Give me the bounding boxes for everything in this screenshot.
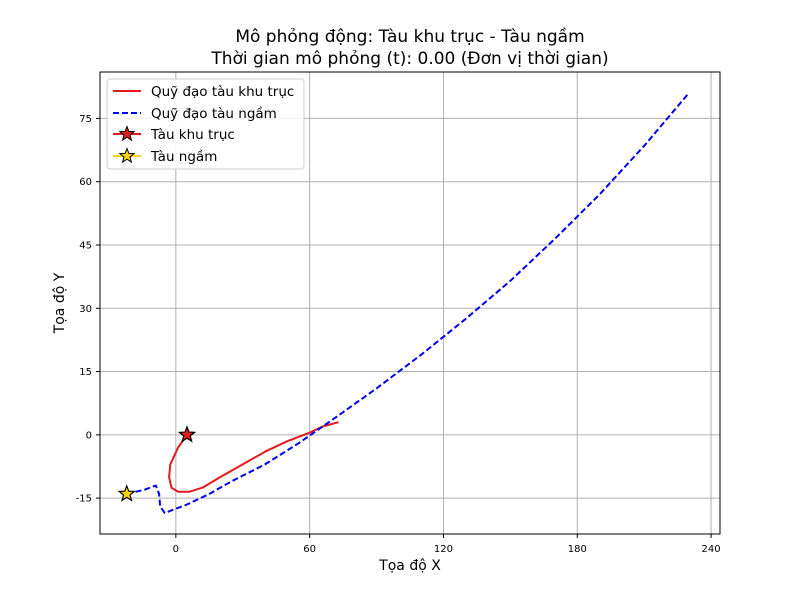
y-tick-label: 15 [79, 367, 92, 378]
legend-label-destroyer-path: Quỹ đạo tàu khu trục [151, 84, 294, 100]
plot-frame [99, 71, 721, 535]
y-tick-label: 75 [79, 114, 92, 125]
marker-layer [117, 425, 197, 502]
legend-label-submarine: Tàu ngầm [150, 149, 217, 165]
y-tick-label: -15 [76, 494, 92, 505]
x-tick-label: 240 [702, 544, 721, 555]
x-tick-label: 180 [568, 544, 587, 555]
x-tick-label: 0 [173, 544, 179, 555]
y-tick-label: 60 [79, 177, 92, 188]
y-axis-ticks: -15 0 15 30 45 60 75 [76, 114, 100, 505]
x-tick-label: 120 [434, 544, 453, 555]
y-axis-label: Tọa độ Y [52, 272, 68, 334]
x-tick-label: 60 [303, 544, 316, 555]
destroyer-star-marker [177, 425, 197, 443]
submarine-star-marker [117, 484, 136, 502]
legend-label-submarine-path: Quỹ đạo tàu ngầm [151, 106, 277, 122]
legend-star-destroyer-icon [118, 125, 136, 142]
x-axis-ticks: 0 60 120 180 240 [173, 534, 721, 555]
legend: Quỹ đạo tàu khu trục Quỹ đạo tàu ngầm Tà… [106, 78, 305, 170]
chart-title: Mô phỏng động: Tàu khu trục - Tàu ngầm [235, 26, 584, 47]
y-tick-label: 45 [79, 240, 92, 251]
x-axis-label: Tọa độ X [378, 558, 441, 574]
destroyer-path-line [168, 421, 339, 493]
grid [100, 72, 720, 534]
submarine-path-line [126, 92, 690, 514]
legend-box [106, 78, 305, 170]
y-tick-label: 0 [86, 430, 92, 441]
series-layer [126, 92, 690, 514]
legend-star-submarine-icon [118, 147, 136, 164]
chart-subtitle: Thời gian mô phỏng (t): 0.00 (Đơn vị thờ… [210, 49, 608, 69]
y-tick-label: 30 [79, 304, 92, 315]
legend-label-destroyer: Tàu khu trục [150, 127, 235, 143]
